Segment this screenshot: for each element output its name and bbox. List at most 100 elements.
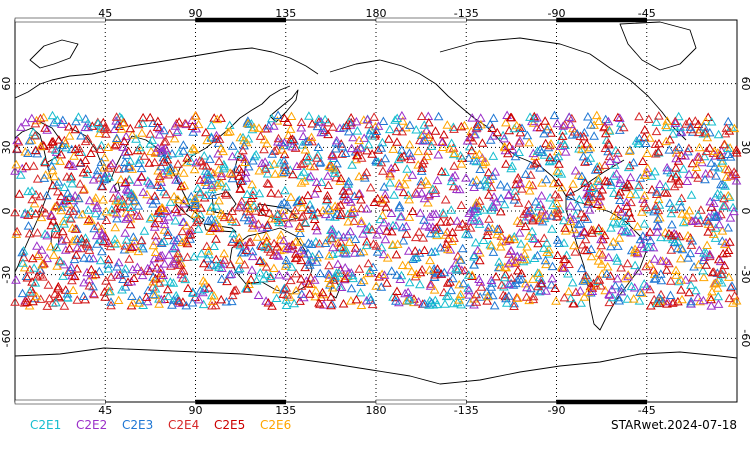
obs-marker (80, 136, 91, 146)
obs-marker (666, 208, 677, 218)
obs-marker (318, 205, 328, 215)
obs-marker (540, 255, 551, 265)
obs-marker (245, 203, 255, 213)
obs-marker (340, 148, 351, 157)
obs-marker (264, 120, 274, 130)
obs-marker (550, 189, 561, 199)
obs-marker (35, 294, 46, 303)
obs-marker (280, 261, 291, 270)
obs-marker (303, 278, 314, 288)
obs-marker (727, 281, 737, 290)
obs-marker (355, 143, 366, 152)
obs-marker (650, 139, 661, 148)
obs-marker (690, 285, 701, 295)
obs-marker (16, 122, 26, 131)
obs-marker (198, 258, 209, 268)
obs-marker (148, 240, 159, 250)
obs-marker (665, 290, 676, 299)
obs-marker (45, 241, 56, 251)
obs-marker (227, 141, 238, 150)
obs-marker (344, 186, 354, 195)
obs-marker (638, 243, 649, 253)
obs-marker (70, 144, 81, 153)
obs-marker (500, 142, 510, 152)
obs-marker (583, 111, 593, 121)
obs-marker (30, 278, 41, 287)
obs-marker (138, 112, 148, 122)
obs-marker (539, 233, 550, 242)
obs-marker (572, 201, 583, 211)
obs-marker (419, 193, 430, 203)
obs-marker (147, 212, 157, 221)
obs-marker (391, 296, 401, 305)
obs-marker (514, 228, 525, 237)
obs-marker (593, 116, 604, 125)
obs-marker (48, 136, 58, 146)
obs-marker (559, 238, 569, 247)
obs-marker (545, 152, 555, 162)
obs-marker (616, 286, 627, 296)
obs-marker (255, 201, 265, 211)
obs-marker (67, 223, 78, 232)
scandinavia-coast (29, 39, 79, 69)
obs-marker (109, 239, 120, 248)
obs-marker (128, 232, 139, 241)
obs-marker (650, 148, 661, 158)
obs-marker (577, 144, 587, 154)
obs-marker (397, 222, 408, 232)
obs-marker (731, 175, 742, 185)
obs-marker (330, 201, 340, 210)
obs-marker (275, 157, 286, 167)
obs-marker (313, 142, 324, 151)
obs-marker (534, 213, 545, 222)
obs-marker (506, 255, 517, 264)
obs-marker (199, 150, 210, 160)
obs-marker (365, 295, 376, 304)
obs-marker (637, 288, 647, 297)
obs-marker (552, 118, 563, 128)
obs-marker (728, 202, 738, 212)
obs-marker (402, 164, 412, 173)
obs-marker (686, 190, 697, 199)
obs-marker (272, 210, 283, 219)
obs-marker (125, 156, 136, 165)
obs-marker (628, 294, 639, 303)
obs-marker (709, 278, 719, 288)
obs-marker (131, 134, 141, 143)
obs-marker (66, 262, 77, 271)
obs-marker (170, 121, 181, 130)
obs-marker (316, 292, 327, 301)
obs-marker (246, 274, 256, 283)
obs-marker (379, 182, 390, 191)
obs-marker (629, 282, 640, 292)
obs-marker (341, 120, 352, 130)
obs-marker (553, 192, 564, 202)
obs-marker (430, 228, 441, 238)
obs-marker (332, 158, 342, 168)
obs-marker (121, 131, 131, 141)
lon-tick-label-top: -135 (454, 7, 479, 20)
obs-marker (575, 218, 586, 228)
obs-marker (330, 143, 341, 153)
obs-marker (303, 190, 313, 200)
obs-marker (272, 284, 282, 294)
obs-marker (350, 234, 361, 243)
obs-marker (394, 202, 405, 212)
obs-marker (504, 279, 514, 289)
obs-marker (53, 186, 63, 196)
obs-marker (699, 151, 710, 161)
obs-marker (560, 223, 570, 232)
canada-arctic-coast (439, 37, 687, 141)
obs-marker (351, 294, 362, 304)
obs-marker (602, 261, 613, 271)
obs-marker (304, 111, 314, 120)
obs-marker (439, 267, 450, 277)
obs-marker (400, 288, 410, 298)
obs-marker (247, 265, 257, 274)
obs-marker (449, 124, 459, 133)
obs-marker (642, 167, 652, 177)
obs-marker (249, 220, 259, 230)
obs-marker (150, 236, 161, 245)
obs-marker (420, 176, 431, 185)
obs-marker (630, 244, 640, 253)
